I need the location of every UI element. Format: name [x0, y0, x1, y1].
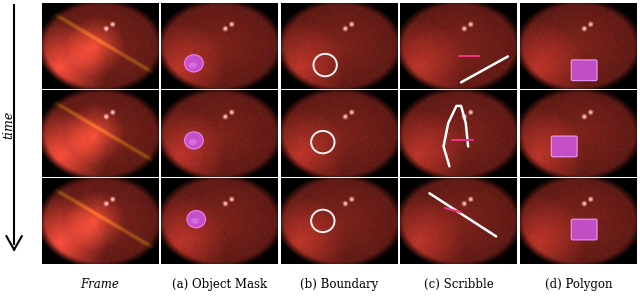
FancyBboxPatch shape: [552, 136, 577, 157]
Ellipse shape: [189, 139, 197, 145]
Ellipse shape: [189, 62, 197, 68]
Ellipse shape: [191, 218, 199, 224]
Ellipse shape: [184, 55, 204, 72]
Text: (b) Boundary: (b) Boundary: [300, 278, 378, 291]
FancyBboxPatch shape: [572, 219, 597, 240]
Ellipse shape: [184, 132, 204, 149]
Text: (a) Object Mask: (a) Object Mask: [172, 278, 268, 291]
Text: (d) Polygon: (d) Polygon: [545, 278, 612, 291]
Text: time: time: [3, 111, 15, 139]
Ellipse shape: [187, 210, 205, 228]
Text: (c) Scribble: (c) Scribble: [424, 278, 493, 291]
FancyBboxPatch shape: [572, 60, 597, 81]
Text: Frame: Frame: [81, 278, 120, 291]
